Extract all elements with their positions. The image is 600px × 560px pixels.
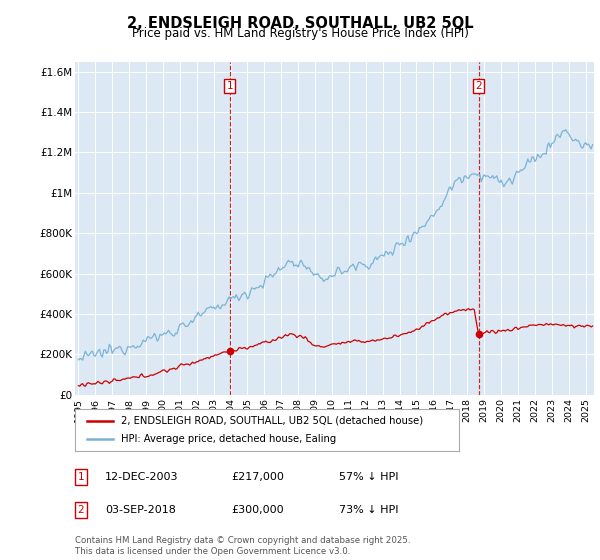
Text: 2: 2 (475, 81, 482, 91)
Text: Price paid vs. HM Land Registry's House Price Index (HPI): Price paid vs. HM Land Registry's House … (131, 27, 469, 40)
Text: 2: 2 (77, 505, 85, 515)
Text: 1: 1 (226, 81, 233, 91)
Text: 2, ENDSLEIGH ROAD, SOUTHALL, UB2 5QL: 2, ENDSLEIGH ROAD, SOUTHALL, UB2 5QL (127, 16, 473, 31)
Text: 1: 1 (77, 472, 85, 482)
Text: 2, ENDSLEIGH ROAD, SOUTHALL, UB2 5QL (detached house): 2, ENDSLEIGH ROAD, SOUTHALL, UB2 5QL (de… (121, 416, 423, 426)
Text: £300,000: £300,000 (231, 505, 284, 515)
Text: 12-DEC-2003: 12-DEC-2003 (105, 472, 179, 482)
Text: HPI: Average price, detached house, Ealing: HPI: Average price, detached house, Eali… (121, 434, 337, 444)
Text: 73% ↓ HPI: 73% ↓ HPI (339, 505, 398, 515)
Text: Contains HM Land Registry data © Crown copyright and database right 2025.
This d: Contains HM Land Registry data © Crown c… (75, 536, 410, 556)
Text: 03-SEP-2018: 03-SEP-2018 (105, 505, 176, 515)
Text: 57% ↓ HPI: 57% ↓ HPI (339, 472, 398, 482)
Text: £217,000: £217,000 (231, 472, 284, 482)
